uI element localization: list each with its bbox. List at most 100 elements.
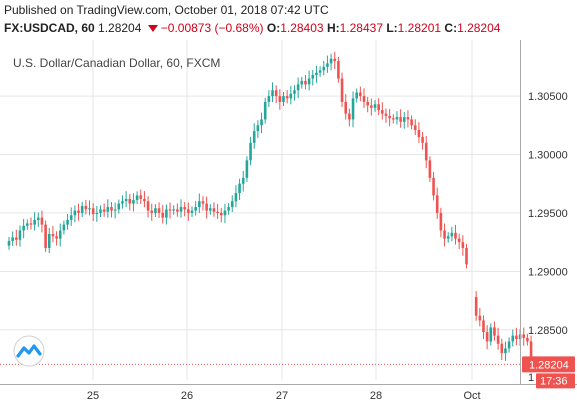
grid-lines [0, 40, 520, 380]
candle-body [15, 237, 18, 240]
candle-body [417, 129, 421, 137]
candle-body [410, 119, 413, 126]
candle-body [504, 348, 507, 354]
candle-body [47, 233, 51, 248]
candle-body [271, 90, 274, 97]
candle-body [69, 215, 73, 220]
candle-body [307, 78, 311, 85]
candle-body [66, 219, 69, 225]
candle-body [428, 160, 432, 178]
candle-body [36, 217, 40, 220]
candle-body [179, 207, 183, 212]
candle-body [139, 195, 143, 199]
candle-body [161, 212, 165, 218]
candle-body [26, 223, 29, 226]
time-scale[interactable]: 25 26 27 28 Oct [87, 390, 481, 402]
candle-body [150, 210, 154, 213]
candle-body [465, 247, 468, 265]
candle-body [511, 335, 515, 342]
candle-body [351, 98, 355, 120]
change-value: −0.00873 (−0.68%) [160, 21, 264, 35]
high-label: H: [326, 21, 340, 35]
close-value: 1.28204 [457, 21, 501, 35]
candle-body [515, 335, 518, 340]
candle-body [219, 212, 223, 216]
candle-body [84, 205, 88, 210]
candle-body [311, 75, 315, 79]
candle-body [293, 90, 296, 94]
candle-body [395, 117, 399, 120]
candle-body [58, 230, 62, 239]
candle-body [399, 117, 402, 122]
countdown-tag [536, 373, 575, 389]
candle-body [522, 334, 526, 338]
candle-body [489, 327, 493, 342]
candle-body [157, 208, 161, 213]
candle-body [362, 96, 366, 102]
candle-body [526, 337, 529, 342]
candle-body [187, 209, 190, 213]
candle-body [493, 327, 496, 336]
candle-body [340, 78, 344, 102]
candle-body [91, 208, 95, 215]
candle-body [51, 233, 55, 237]
candle-body [223, 210, 227, 216]
logo-mark [16, 344, 42, 358]
candle-body [121, 201, 124, 204]
tradingview-logo-icon[interactable] [13, 335, 45, 367]
candle-body [450, 232, 454, 237]
price-tick-label: 1.29500 [528, 208, 568, 220]
candle-body [62, 224, 66, 231]
high-value: 1.28437 [339, 21, 383, 35]
chart-title: U.S. Dollar/Canadian Dollar, 60, FXCM [13, 56, 220, 70]
candle-body [132, 200, 135, 204]
time-tick-label: 28 [370, 390, 382, 402]
candle-body [478, 315, 482, 321]
price-tick-label: 1.29000 [528, 266, 568, 278]
candle-body [230, 201, 234, 208]
candle-body [384, 113, 388, 116]
candle-body [282, 96, 285, 102]
candle-body [73, 210, 77, 216]
candle-body [329, 58, 333, 64]
candle-body [190, 210, 194, 213]
last-price-tag [522, 356, 575, 373]
published-line: Published on TradingView.com, October 01… [4, 3, 329, 17]
candle-body [205, 203, 208, 211]
candle-body [216, 211, 219, 213]
candle-body [194, 207, 197, 211]
candle-body [285, 96, 289, 99]
candle-body [249, 142, 252, 161]
candle-body [201, 201, 205, 204]
candle-body [198, 201, 201, 208]
candle-body [172, 209, 175, 211]
candle-body [22, 225, 25, 231]
candle-body [267, 96, 271, 102]
candle-body [388, 115, 391, 119]
price-scale[interactable]: 1.30500 1.30000 1.29500 1.29000 1.28500 [528, 91, 568, 337]
candle-body [381, 110, 384, 114]
time-tick-label: 26 [181, 390, 193, 402]
time-tick-label: Oct [463, 390, 480, 402]
price-tick-label: 1.28500 [528, 325, 568, 337]
candle-body [128, 198, 132, 204]
candle-body [29, 223, 33, 225]
candle-body [18, 230, 22, 240]
candle-body [146, 201, 150, 211]
candle-body [135, 195, 139, 201]
candle-body [318, 70, 322, 73]
candle-body [289, 93, 293, 99]
candle-body [176, 209, 179, 212]
time-tick-label: 25 [87, 390, 99, 402]
candle-body [457, 238, 461, 243]
candle-body [333, 58, 337, 62]
symbol-label: FX:USDCAD, 60 [4, 21, 95, 35]
candle-body [278, 96, 282, 102]
candle-body [99, 209, 102, 213]
last-price-value: 1.28204 [98, 21, 142, 35]
candle-body [88, 208, 91, 210]
candle-body [252, 131, 256, 143]
candle-body [154, 208, 157, 213]
candle-body [482, 320, 485, 333]
